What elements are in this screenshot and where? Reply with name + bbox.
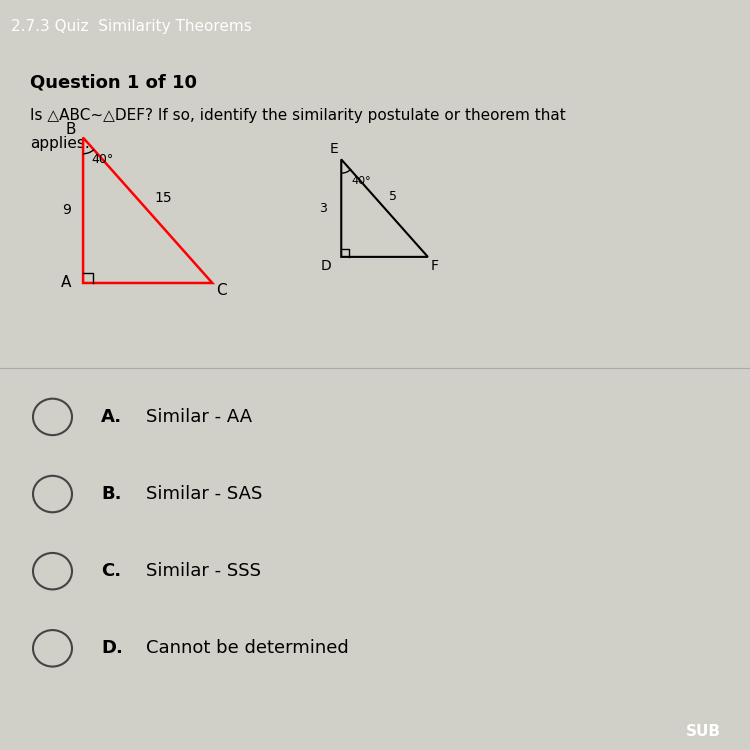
Text: E: E [330, 142, 339, 156]
Text: A.: A. [101, 408, 122, 426]
Text: SUB: SUB [686, 724, 721, 740]
Text: 9: 9 [62, 203, 71, 217]
Text: Cannot be determined: Cannot be determined [146, 639, 349, 657]
Text: C.: C. [101, 562, 122, 580]
Text: A: A [61, 275, 70, 290]
Text: 40°: 40° [92, 154, 113, 166]
Text: Similar - SSS: Similar - SSS [146, 562, 261, 580]
Text: B.: B. [101, 485, 122, 503]
Text: 2.7.3 Quiz  Similarity Theorems: 2.7.3 Quiz Similarity Theorems [11, 20, 252, 34]
Text: 40°: 40° [351, 176, 370, 186]
Text: applies.: applies. [30, 136, 90, 152]
Text: D.: D. [101, 639, 123, 657]
Text: B: B [65, 122, 76, 136]
Text: 15: 15 [154, 191, 172, 206]
Text: C: C [216, 283, 227, 298]
Text: Is △ABC∼△DEF? If so, identify the similarity postulate or theorem that: Is △ABC∼△DEF? If so, identify the simila… [30, 108, 566, 123]
Text: F: F [431, 259, 439, 273]
Text: Similar - SAS: Similar - SAS [146, 485, 262, 503]
Text: Similar - AA: Similar - AA [146, 408, 252, 426]
Text: D: D [320, 259, 331, 273]
Text: 3: 3 [320, 202, 327, 214]
Text: 5: 5 [389, 190, 398, 203]
Text: Question 1 of 10: Question 1 of 10 [30, 74, 197, 92]
